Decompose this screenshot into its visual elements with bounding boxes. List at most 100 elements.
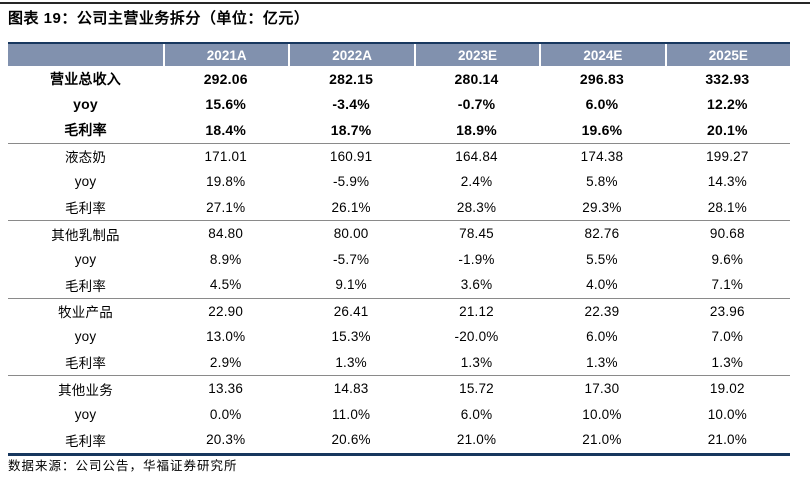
table-row: 牧业产品 22.90 26.41 21.12 22.39 23.96	[8, 299, 790, 325]
value-cell: 22.90	[208, 303, 244, 319]
value-cell: 174.38	[580, 148, 624, 164]
value-cell: 6.0%	[460, 406, 493, 422]
value-cell: 6.0%	[586, 329, 618, 345]
row-label: yoy	[74, 329, 97, 345]
row-label: yoy	[73, 96, 98, 113]
header-cell-2024E: 2024E	[539, 44, 664, 66]
value-cell: 171.01	[204, 148, 247, 164]
value-cell: 28.1%	[707, 199, 747, 215]
row-label: yoy	[74, 251, 97, 267]
value-cell: 4.5%	[209, 277, 242, 293]
value-cell: -5.7%	[332, 251, 370, 267]
table-row: yoy 15.6% -3.4% -0.7% 6.0% 12.2%	[8, 92, 790, 118]
value-cell: 90.68	[709, 226, 745, 242]
row-label: 其他乳制品	[51, 227, 120, 243]
value-cell: 29.3%	[582, 199, 622, 215]
row-label: yoy	[74, 174, 97, 190]
value-cell: -1.9%	[458, 251, 495, 267]
row-label: 毛利率	[64, 121, 107, 138]
value-cell: 12.2%	[706, 96, 748, 113]
row-label: 牧业产品	[58, 305, 113, 321]
value-cell: 5.8%	[586, 174, 618, 190]
value-cell: 11.0%	[331, 406, 371, 422]
value-cell: 21.0%	[707, 432, 747, 448]
value-cell: 26.41	[333, 303, 369, 319]
value-cell: 8.9%	[209, 251, 242, 267]
value-cell: -0.7%	[457, 96, 496, 113]
figure-title: 图表 19：公司主营业务拆分（单位：亿元）	[8, 10, 310, 27]
value-cell: 6.0%	[585, 96, 619, 113]
value-cell: 80.00	[333, 226, 369, 242]
table-row: 其他乳制品 84.80 80.00 78.45 82.76 90.68	[8, 221, 790, 247]
business-breakdown-table: 2021A 2022A 2023E 2024E 2025E 营业总收入 292.06 282…	[8, 42, 790, 456]
value-cell: 26.1%	[331, 199, 371, 215]
value-cell: 23.96	[709, 303, 745, 319]
row-group-2: 其他乳制品 84.80 80.00 78.45 82.76 90.68 yoy 8.9% -5.…	[8, 220, 790, 298]
row-group-1: 液态奶 171.01 160.91 164.84 174.38 199.27 yoy 19.8…	[8, 142, 790, 221]
value-cell: 19.8%	[206, 174, 246, 190]
table-row: 毛利率 20.3% 20.6% 21.0% 21.0% 21.0%	[8, 427, 790, 453]
table-header-row: 2021A 2022A 2023E 2024E 2025E	[8, 42, 790, 66]
value-cell: 19.6%	[581, 121, 623, 138]
table-row: yoy 0.0% 11.0% 6.0% 10.0% 10.0%	[8, 402, 790, 428]
row-group-4: 其他业务 13.36 14.83 15.72 17.30 19.02 yoy 0.0% 11.0…	[8, 375, 790, 453]
table-row: yoy 8.9% -5.7% -1.9% 5.5% 9.6%	[8, 247, 790, 273]
table-body: 营业总收入 292.06 282.15 280.14 296.83 332.93 yoy 15…	[8, 66, 790, 453]
row-group-3: 牧业产品 22.90 26.41 21.12 22.39 23.96 yoy 13.0% 15.…	[8, 297, 790, 376]
value-cell: 21.12	[459, 303, 494, 319]
value-cell: 28.3%	[456, 199, 497, 215]
row-label: 营业总收入	[50, 70, 121, 87]
table-row: yoy 19.8% -5.9% 2.4% 5.8% 14.3%	[8, 169, 790, 195]
value-cell: 14.83	[333, 381, 369, 397]
header-cell-2021A: 2021A	[163, 44, 288, 66]
header-cell-2022A: 2022A	[288, 44, 413, 66]
value-cell: 0.0%	[209, 406, 242, 422]
value-cell: -5.9%	[332, 174, 370, 190]
header-cell-2025E: 2025E	[664, 44, 790, 66]
row-label: 其他业务	[58, 382, 113, 398]
table-row: 液态奶 171.01 160.91 164.84 174.38 199.27	[8, 144, 790, 170]
value-cell: 84.80	[208, 226, 244, 242]
table-row: 毛利率 27.1% 26.1% 28.3% 29.3% 28.1%	[8, 195, 790, 221]
value-cell: 2.9%	[209, 354, 242, 370]
table-row: 毛利率 2.9% 1.3% 1.3% 1.3% 1.3%	[8, 350, 790, 376]
value-cell: 164.84	[455, 148, 498, 164]
row-label: 液态奶	[64, 150, 107, 166]
value-cell: 20.3%	[206, 432, 246, 448]
value-cell: 10.0%	[707, 406, 747, 422]
value-cell: 199.27	[706, 148, 749, 164]
value-cell: 1.3%	[586, 354, 618, 370]
value-cell: 280.14	[454, 70, 499, 87]
row-label: 毛利率	[64, 278, 107, 294]
value-cell: 82.76	[584, 226, 620, 242]
row-group-0: 营业总收入 292.06 282.15 280.14 296.83 332.93 yoy 15…	[8, 66, 790, 143]
table-row: 营业总收入 292.06 282.15 280.14 296.83 332.93	[8, 66, 790, 92]
value-cell: 13.0%	[206, 329, 246, 345]
value-cell: 292.06	[203, 70, 248, 87]
value-cell: 9.1%	[335, 277, 367, 293]
value-cell: 21.0%	[582, 432, 622, 448]
value-cell: 1.3%	[711, 354, 744, 370]
value-cell: 1.3%	[460, 354, 493, 370]
value-cell: 27.1%	[206, 199, 246, 215]
row-label: 毛利率	[64, 356, 107, 372]
value-cell: 160.91	[329, 148, 373, 164]
value-cell: 296.83	[579, 70, 624, 87]
value-cell: 7.1%	[711, 277, 744, 293]
value-cell: 17.30	[584, 381, 620, 397]
value-cell: 15.6%	[205, 96, 247, 113]
value-cell: 10.0%	[582, 406, 622, 422]
value-cell: 332.93	[705, 70, 750, 87]
value-cell: 4.0%	[586, 277, 618, 293]
value-cell: -3.4%	[332, 96, 370, 113]
value-cell: 14.3%	[707, 174, 747, 190]
value-cell: 20.1%	[706, 121, 748, 138]
row-label: yoy	[74, 406, 97, 422]
table-row: 其他业务 13.36 14.83 15.72 17.30 19.02	[8, 376, 790, 402]
value-cell: 7.0%	[711, 329, 744, 345]
top-rule	[0, 2, 810, 4]
value-cell: 13.36	[208, 381, 244, 397]
value-cell: 9.6%	[711, 251, 744, 267]
value-cell: 20.6%	[331, 432, 371, 448]
